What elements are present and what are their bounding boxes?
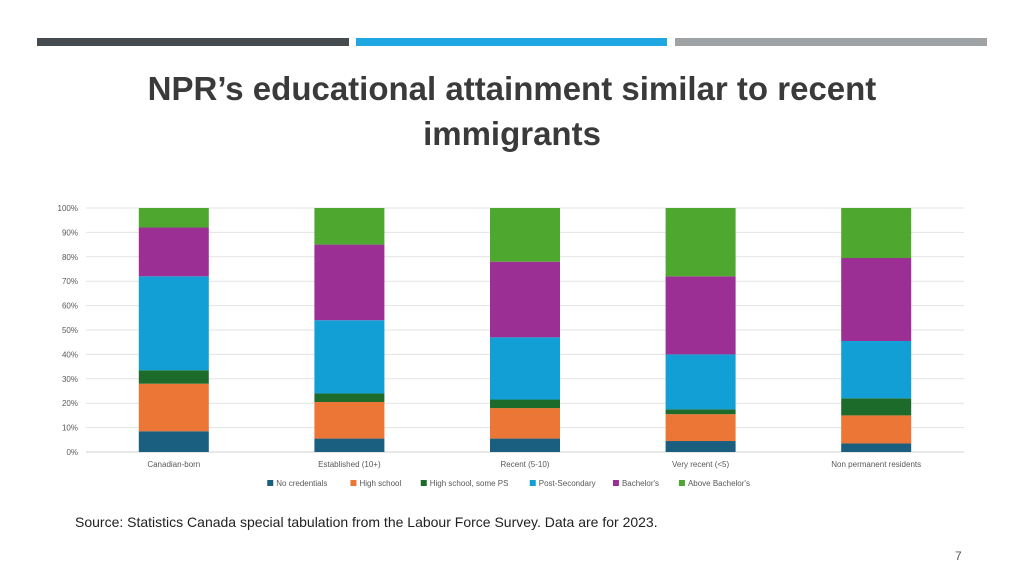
bar-segment	[665, 208, 736, 277]
y-tick-label: 90%	[62, 228, 78, 237]
legend-item: Bachelor's	[612, 479, 659, 488]
legend-swatch	[678, 480, 685, 486]
y-tick-label: 30%	[62, 375, 78, 384]
bar-segment	[490, 337, 560, 400]
legend-label: Above Bachelor's	[688, 479, 750, 488]
bar-stack	[490, 208, 560, 452]
bar-segment	[841, 258, 912, 341]
y-tick-label: 0%	[66, 448, 78, 457]
bar-segment	[665, 414, 736, 442]
bar-segment	[314, 438, 385, 452]
legend-swatch	[267, 480, 274, 486]
bar-segment	[314, 401, 385, 439]
x-tick-label: Very recent (<5)	[672, 460, 729, 469]
source-note: Source: Statistics Canada special tabula…	[75, 514, 658, 530]
bar-segment	[138, 276, 209, 371]
y-tick-label: 50%	[62, 326, 78, 335]
bar-segment	[665, 276, 736, 355]
legend-swatch	[350, 480, 357, 486]
y-tick-label: 20%	[62, 399, 78, 408]
x-axis-category-labels: Canadian-born Established (10+) Recent (5-…	[147, 460, 921, 469]
legend-label: High school, some PS	[430, 479, 509, 488]
y-tick-label: 80%	[62, 253, 78, 262]
stacked-bar-chart: 0% 10% 20% 30% 40% 50% 60% 70% 80% 90% 100% Canadi…	[58, 204, 964, 488]
top-accent-bar-blue	[356, 38, 667, 46]
legend-label: No credentials	[276, 479, 327, 488]
bar-segment	[490, 399, 560, 409]
legend-label: Bachelor's	[622, 479, 659, 488]
bar-stack	[665, 208, 736, 452]
y-axis-tick-labels: 0% 10% 20% 30% 40% 50% 60% 70% 80% 90% 100%	[58, 204, 78, 457]
bar-segment	[841, 443, 912, 452]
bar-segment	[841, 340, 912, 399]
bar-segment	[841, 415, 912, 444]
legend-swatch	[612, 480, 619, 486]
bar-segment	[314, 320, 385, 394]
bar-segment	[665, 354, 736, 410]
page-number: 7	[955, 549, 962, 563]
y-tick-label: 60%	[62, 302, 78, 311]
bar-segment	[490, 408, 560, 439]
y-tick-label: 40%	[62, 350, 78, 359]
bar-segment	[490, 261, 560, 338]
legend-item: High school, some PS	[420, 479, 509, 488]
x-tick-label: Canadian-born	[147, 460, 200, 469]
bar-segment	[665, 441, 736, 452]
top-accent-bar-dark	[37, 38, 349, 46]
bar-segment	[138, 431, 209, 452]
bar-segment	[138, 383, 209, 432]
bar-segment	[314, 393, 385, 402]
legend-label: High school	[359, 479, 401, 488]
bar-stack	[841, 208, 912, 452]
bar-segment	[841, 208, 912, 259]
legend: No credentials High school High school, so…	[267, 479, 750, 488]
y-tick-label: 70%	[62, 277, 78, 286]
slide-title: NPR’s educational attainment similar to …	[147, 70, 877, 152]
x-tick-label: Established (10+)	[318, 460, 381, 469]
y-tick-label: 100%	[58, 204, 78, 213]
bar-segment	[665, 409, 736, 415]
legend-item: Post-Secondary	[529, 479, 596, 488]
legend-item: High school	[350, 479, 401, 488]
bar-stack	[314, 208, 385, 452]
top-accent-bar-gray	[675, 38, 987, 46]
bar-segment	[138, 227, 209, 277]
x-tick-label: Non permanent residents	[831, 460, 921, 469]
legend-swatch	[420, 480, 427, 486]
legend-item: No credentials	[267, 479, 327, 488]
bar-segment	[138, 208, 209, 228]
bar-segment	[490, 438, 560, 452]
bar-stack	[138, 208, 209, 452]
bars	[138, 208, 912, 452]
bar-segment	[490, 208, 560, 262]
bar-segment	[314, 208, 385, 245]
legend-item: Above Bachelor's	[678, 479, 750, 488]
bar-segment	[138, 370, 209, 384]
legend-swatch	[529, 480, 536, 486]
x-tick-label: Recent (5-10)	[501, 460, 550, 469]
legend-label: Post-Secondary	[539, 479, 596, 488]
bar-segment	[314, 244, 385, 321]
y-tick-label: 10%	[62, 424, 78, 433]
bar-segment	[841, 398, 912, 416]
